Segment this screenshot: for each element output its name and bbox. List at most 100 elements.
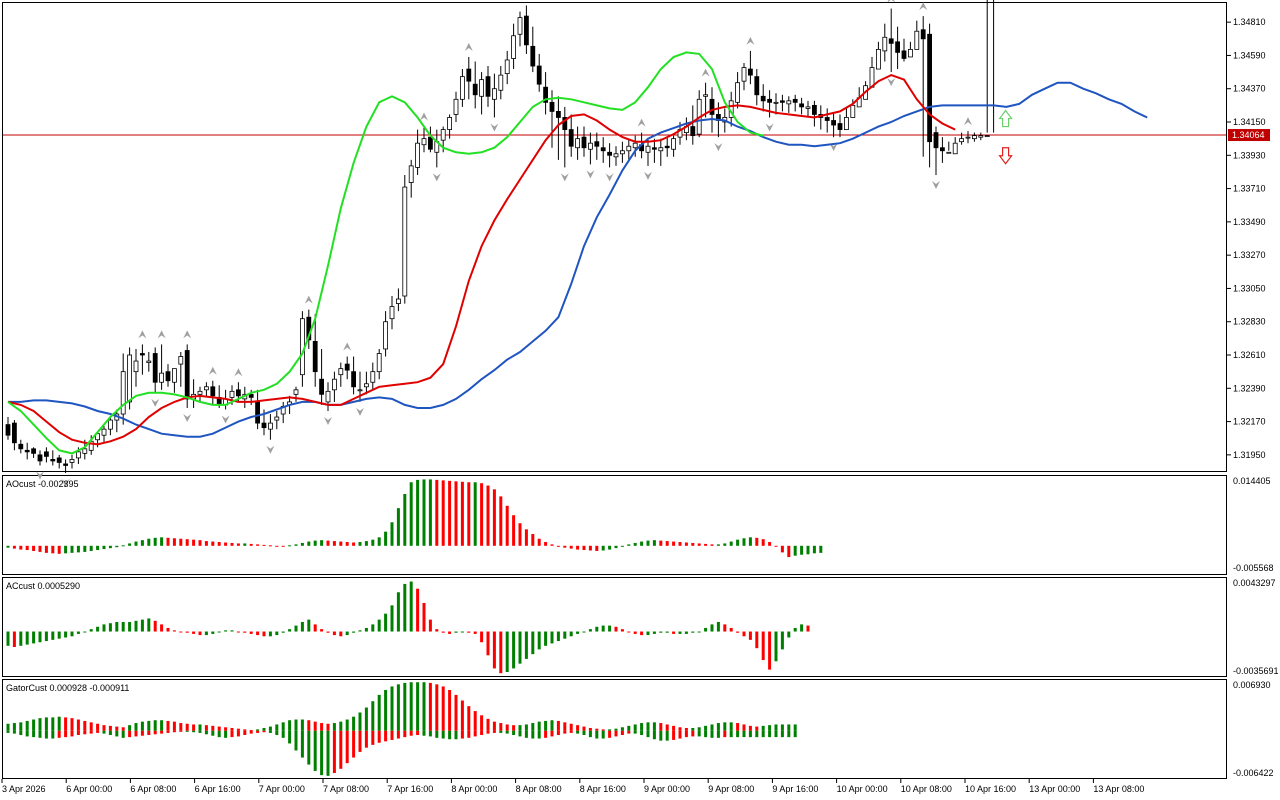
candle[interactable] bbox=[786, 96, 792, 113]
candle[interactable] bbox=[799, 97, 804, 115]
candle[interactable] bbox=[844, 108, 849, 130]
gator-pane[interactable] bbox=[6, 682, 797, 776]
candle[interactable] bbox=[383, 311, 389, 357]
candle[interactable] bbox=[197, 386, 203, 402]
candle[interactable] bbox=[56, 454, 62, 469]
candle[interactable] bbox=[453, 91, 459, 123]
candle[interactable] bbox=[344, 356, 350, 380]
candle[interactable] bbox=[133, 348, 139, 387]
candle[interactable] bbox=[741, 63, 747, 91]
candle[interactable] bbox=[773, 93, 779, 115]
candle[interactable] bbox=[293, 386, 299, 402]
candle[interactable] bbox=[850, 99, 856, 118]
candle[interactable] bbox=[517, 11, 523, 47]
candle[interactable] bbox=[831, 112, 836, 138]
candle[interactable] bbox=[914, 20, 920, 50]
candle[interactable] bbox=[652, 138, 657, 163]
candle[interactable] bbox=[415, 129, 421, 175]
candle[interactable] bbox=[24, 442, 30, 460]
candle[interactable] bbox=[351, 356, 357, 395]
candle[interactable] bbox=[466, 56, 472, 100]
candle[interactable] bbox=[108, 417, 113, 436]
candle[interactable] bbox=[101, 426, 107, 443]
candle[interactable] bbox=[984, 0, 990, 138]
candle[interactable] bbox=[44, 447, 49, 463]
candle[interactable] bbox=[812, 100, 817, 127]
candle[interactable] bbox=[933, 126, 939, 175]
candle[interactable] bbox=[703, 82, 708, 118]
candle[interactable] bbox=[760, 84, 766, 112]
candle[interactable] bbox=[549, 90, 555, 148]
candle[interactable] bbox=[325, 382, 331, 411]
candle[interactable] bbox=[312, 314, 318, 387]
candle[interactable] bbox=[748, 50, 753, 85]
candle[interactable] bbox=[210, 380, 216, 405]
candle[interactable] bbox=[888, 8, 894, 73]
candle[interactable] bbox=[568, 114, 574, 157]
candle[interactable] bbox=[31, 447, 37, 458]
candle[interactable] bbox=[690, 105, 696, 145]
candle[interactable] bbox=[504, 50, 510, 85]
candle[interactable] bbox=[491, 73, 497, 118]
candle[interactable] bbox=[524, 5, 529, 54]
candle[interactable] bbox=[645, 138, 651, 166]
candle[interactable] bbox=[908, 41, 913, 58]
candle[interactable] bbox=[511, 23, 517, 70]
candle[interactable] bbox=[37, 450, 43, 466]
candle[interactable] bbox=[562, 106, 568, 168]
candle[interactable] bbox=[946, 141, 952, 154]
candle[interactable] bbox=[370, 362, 376, 390]
candle[interactable] bbox=[5, 417, 11, 440]
candle[interactable] bbox=[165, 364, 171, 387]
candle[interactable] bbox=[581, 126, 587, 157]
candle[interactable] bbox=[620, 141, 625, 163]
candle[interactable] bbox=[479, 72, 485, 115]
candle[interactable] bbox=[447, 114, 453, 139]
candle[interactable] bbox=[267, 414, 273, 440]
candle[interactable] bbox=[159, 344, 165, 390]
candle[interactable] bbox=[50, 450, 56, 466]
candle[interactable] bbox=[978, 132, 984, 141]
ac-pane[interactable] bbox=[6, 581, 810, 674]
candle[interactable] bbox=[498, 66, 504, 100]
candle[interactable] bbox=[146, 351, 152, 372]
candle[interactable] bbox=[632, 135, 638, 157]
candle[interactable] bbox=[472, 61, 478, 109]
candle[interactable] bbox=[972, 132, 977, 142]
candle[interactable] bbox=[485, 66, 491, 107]
candle[interactable] bbox=[11, 420, 17, 451]
candle[interactable] bbox=[658, 138, 664, 166]
candle[interactable] bbox=[780, 94, 785, 112]
candle[interactable] bbox=[735, 72, 740, 109]
candle[interactable] bbox=[952, 137, 958, 155]
candle[interactable] bbox=[920, 16, 926, 157]
candle[interactable] bbox=[588, 132, 593, 165]
candle[interactable] bbox=[805, 100, 811, 118]
candle[interactable] bbox=[178, 351, 184, 387]
candle[interactable] bbox=[376, 348, 382, 380]
candle[interactable] bbox=[338, 362, 344, 387]
candle[interactable] bbox=[626, 138, 632, 160]
candle[interactable] bbox=[203, 382, 209, 398]
candle[interactable] bbox=[927, 23, 932, 168]
candle[interactable] bbox=[664, 137, 670, 157]
candle[interactable] bbox=[824, 108, 830, 133]
candle[interactable] bbox=[274, 410, 280, 430]
candle[interactable] bbox=[556, 96, 561, 160]
candle[interactable] bbox=[575, 126, 580, 160]
candle[interactable] bbox=[600, 137, 606, 163]
candle[interactable] bbox=[536, 53, 542, 92]
candle[interactable] bbox=[421, 126, 427, 153]
candle[interactable] bbox=[18, 439, 24, 454]
candle[interactable] bbox=[120, 353, 126, 425]
candle[interactable] bbox=[389, 296, 395, 330]
candle[interactable] bbox=[63, 459, 68, 474]
candle[interactable] bbox=[901, 38, 907, 62]
candle[interactable] bbox=[331, 371, 337, 402]
candle[interactable] bbox=[767, 90, 772, 118]
candle[interactable] bbox=[152, 347, 158, 393]
candle[interactable] bbox=[607, 143, 612, 168]
candle[interactable] bbox=[959, 132, 964, 145]
candle[interactable] bbox=[363, 371, 369, 395]
